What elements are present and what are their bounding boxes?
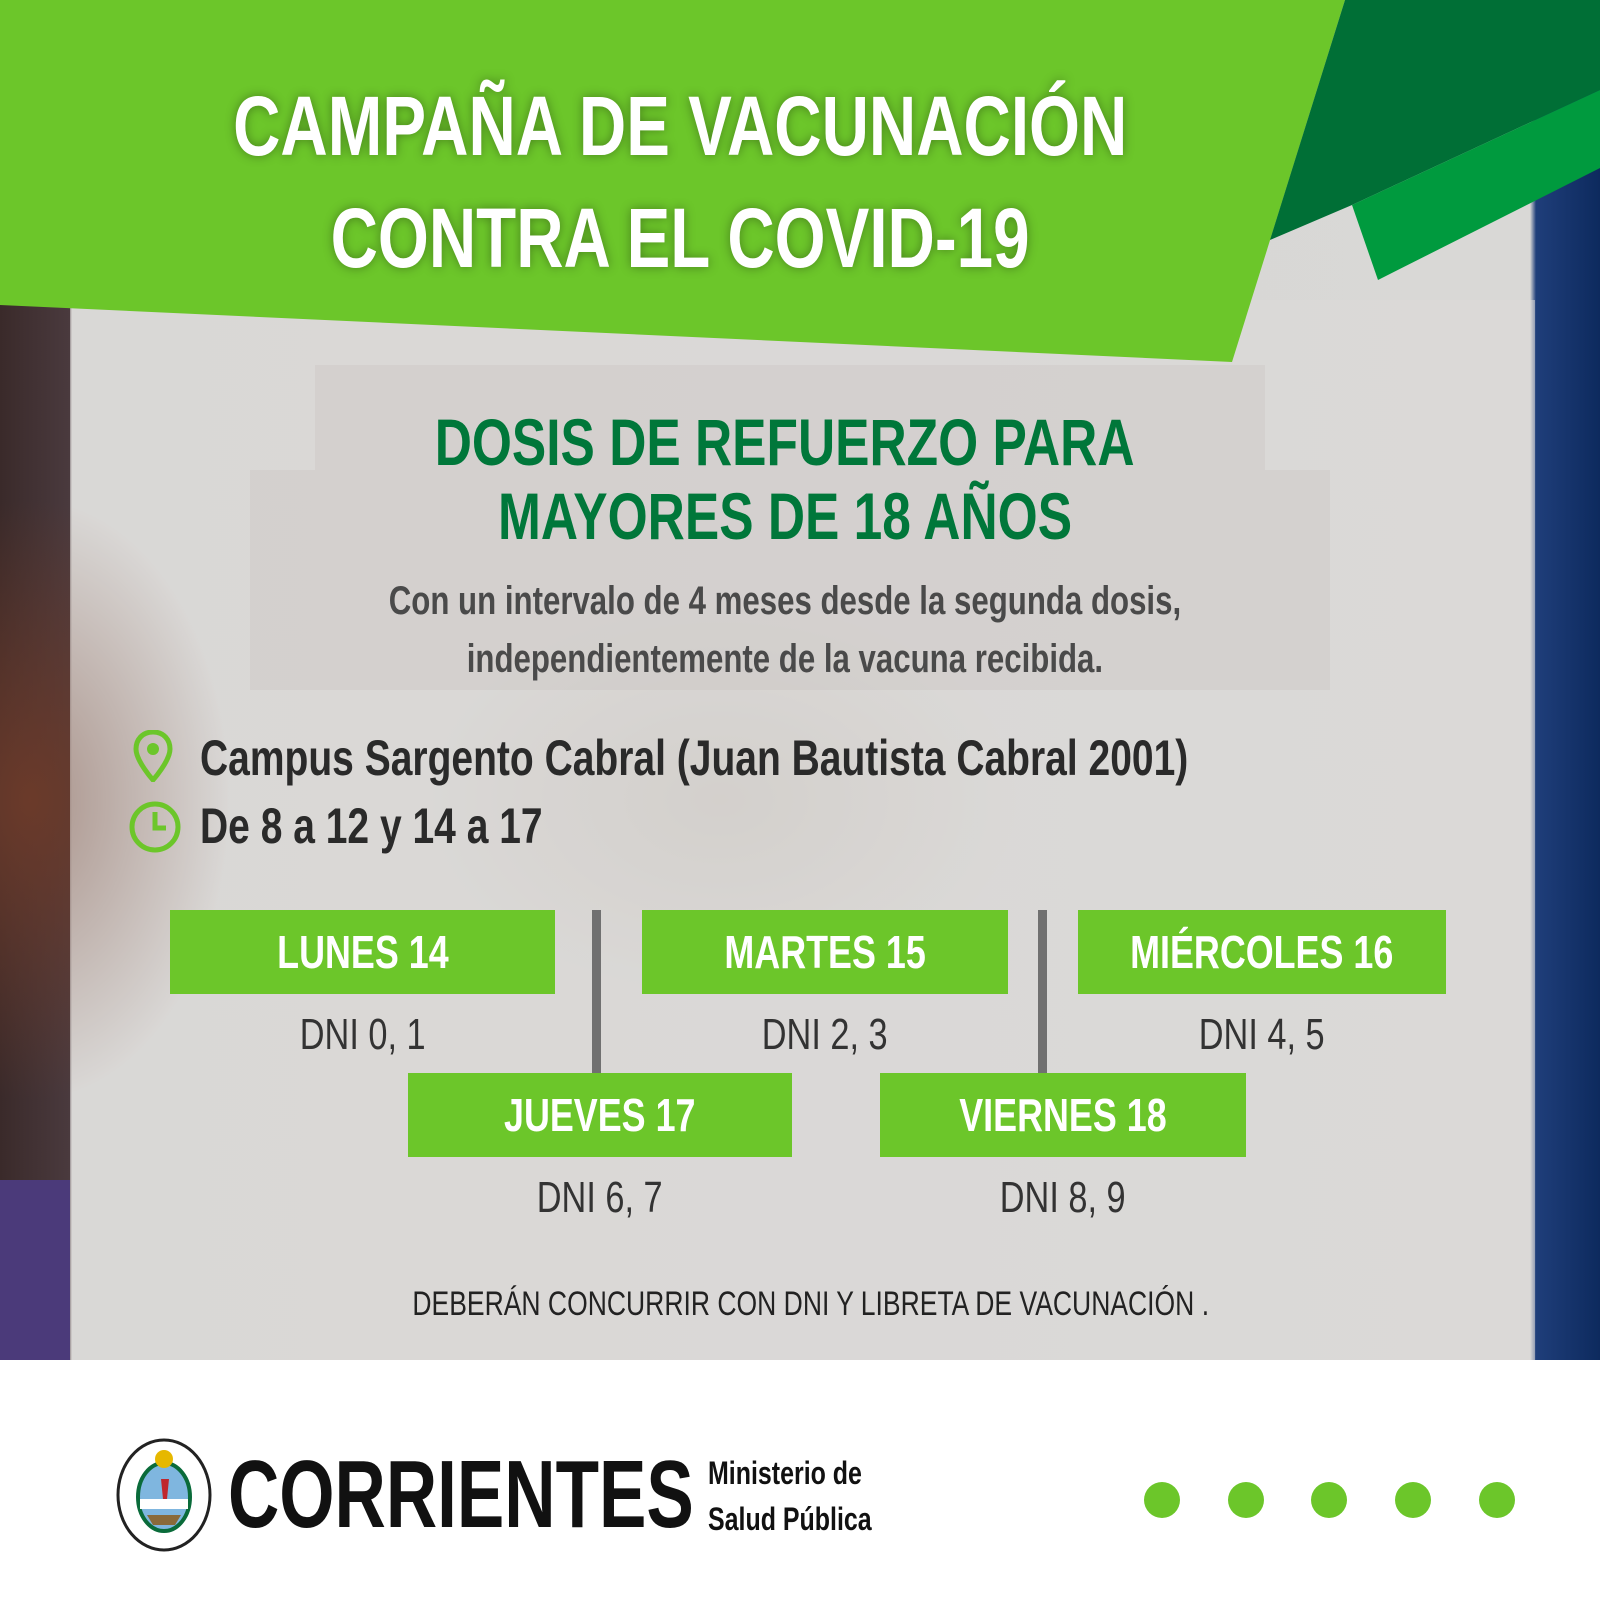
dni-label: DNI 4, 5 (1199, 1010, 1325, 1059)
subtitle-line-2: MAYORES DE 18 AÑOS (497, 479, 1073, 553)
day-martes: MARTES 15 (642, 910, 1008, 994)
dni-label: DNI 6, 7 (537, 1173, 663, 1222)
dni-lunes: DNI 0, 1 (170, 1010, 555, 1060)
day-miercoles: MIÉRCOLES 16 (1078, 910, 1446, 994)
dni-label: DNI 0, 1 (299, 1010, 426, 1059)
brand-name: CORRIENTES (228, 1440, 857, 1550)
hours-text: De 8 a 12 y 14 a 17 (200, 796, 639, 856)
background-veil (70, 300, 1535, 1360)
page-title: CAMPAÑA DE VACUNACIÓN CONTRA EL COVID-19 (100, 70, 1260, 294)
decorative-dot (1144, 1482, 1180, 1518)
subtitle-line-1: DOSIS DE REFUERZO PARA (435, 405, 1135, 479)
day-label: LUNES 14 (276, 926, 449, 978)
divider (592, 910, 601, 1075)
banner-light-green (0, 0, 1345, 362)
day-lunes: LUNES 14 (170, 910, 555, 994)
day-jueves: JUEVES 17 (408, 1073, 792, 1157)
day-label: MARTES 15 (724, 926, 926, 978)
ministry-name: Ministerio de Salud Pública (708, 1450, 918, 1542)
note-line-1: Con un intervalo de 4 meses desde la seg… (388, 579, 1182, 623)
ministry-line-2: Salud Pública (708, 1501, 872, 1537)
title-line-1: CAMPAÑA DE VACUNACIÓN (232, 79, 1128, 173)
dni-viernes: DNI 8, 9 (880, 1173, 1246, 1223)
day-label: VIERNES 18 (959, 1089, 1167, 1141)
decorative-dot (1395, 1482, 1431, 1518)
header-banner (0, 0, 1600, 362)
hours-label: De 8 a 12 y 14 a 17 (200, 798, 543, 854)
dni-label: DNI 8, 9 (1000, 1173, 1126, 1222)
day-label: JUEVES 17 (504, 1089, 696, 1141)
day-label: MIÉRCOLES 16 (1130, 926, 1394, 978)
note-line-2: independientemente de la vacuna recibida… (466, 637, 1104, 681)
decorative-dot (1479, 1482, 1515, 1518)
ministry-line-1: Ministerio de (708, 1455, 862, 1491)
interval-note: Con un intervalo de 4 meses desde la seg… (250, 572, 1320, 688)
map-pin-icon (133, 730, 173, 782)
note-panel (250, 470, 1330, 690)
dni-jueves: DNI 6, 7 (408, 1173, 792, 1223)
day-viernes: VIERNES 18 (880, 1073, 1246, 1157)
province-seal-logo (116, 1438, 212, 1552)
subtitle: DOSIS DE REFUERZO PARA MAYORES DE 18 AÑO… (300, 405, 1270, 553)
decorative-dot (1311, 1482, 1347, 1518)
dni-miercoles: DNI 4, 5 (1078, 1010, 1446, 1060)
brand-label: CORRIENTES (228, 1441, 694, 1548)
banner-dark-green (1270, 0, 1600, 240)
requirement-label: DEBERÁN CONCURRIR CON DNI Y LIBRETA DE V… (412, 1285, 1210, 1323)
title-panel (315, 365, 1265, 470)
requirement-note: DEBERÁN CONCURRIR CON DNI Y LIBRETA DE V… (300, 1285, 1300, 1324)
dni-martes: DNI 2, 3 (642, 1010, 1008, 1060)
divider (1038, 910, 1047, 1075)
dni-label: DNI 2, 3 (762, 1010, 888, 1059)
location-text: Campus Sargento Cabral (Juan Bautista Ca… (200, 728, 1467, 788)
location-label: Campus Sargento Cabral (Juan Bautista Ca… (200, 730, 1189, 786)
banner-mid-green (1352, 90, 1600, 280)
decorative-dot (1228, 1482, 1264, 1518)
clock-icon (129, 801, 181, 853)
title-line-2: CONTRA EL COVID-19 (330, 191, 1030, 285)
